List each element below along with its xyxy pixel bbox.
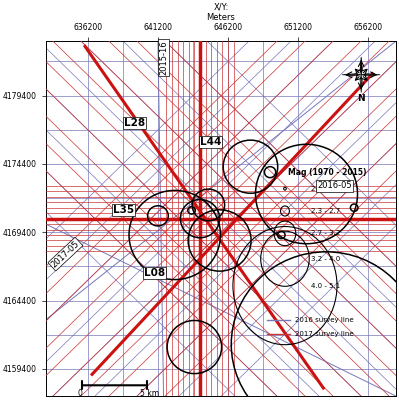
Text: L35: L35 xyxy=(113,205,134,215)
Text: 2017-05: 2017-05 xyxy=(50,239,81,269)
Text: 2016-05: 2016-05 xyxy=(317,181,352,190)
Text: 5 km: 5 km xyxy=(140,389,159,398)
Text: L08: L08 xyxy=(144,268,165,278)
Text: 2015-16: 2015-16 xyxy=(159,40,168,75)
Text: 0: 0 xyxy=(77,389,82,398)
X-axis label: X/Y:
Meters: X/Y: Meters xyxy=(207,3,235,22)
Text: L44: L44 xyxy=(200,137,221,147)
Text: L28: L28 xyxy=(124,118,145,128)
